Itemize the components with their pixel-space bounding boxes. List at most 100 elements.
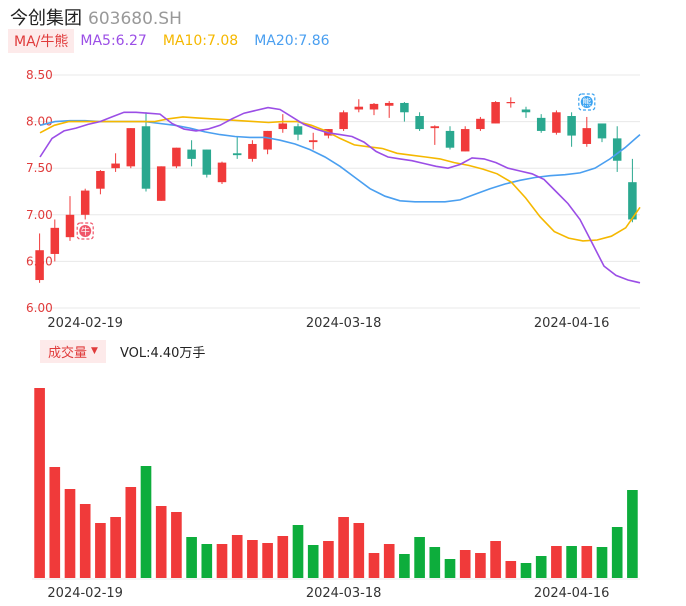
ma-indicator-tag[interactable]: MA/牛熊 <box>8 29 75 53</box>
candle-body <box>491 102 500 124</box>
volume-bar <box>64 489 76 578</box>
candle-body <box>263 130 272 150</box>
ma10-label: MA10:7.08 <box>162 33 239 49</box>
volume-bar <box>520 563 532 578</box>
x-tick-label: 2024-02-19 <box>47 316 123 331</box>
volume-legend: 成交量 ▼ VOL:4.40万手 <box>40 339 206 363</box>
volume-bar <box>49 467 61 578</box>
bear-marker-icon <box>580 96 593 108</box>
volume-bar <box>247 540 258 578</box>
candle-body <box>536 117 546 131</box>
candle-body <box>141 126 151 189</box>
volume-x-tick-label: 2024-03-18 <box>306 586 382 601</box>
candle-body <box>278 123 288 130</box>
volume-bar <box>581 546 593 578</box>
stock-name: 今创集团 <box>10 8 82 29</box>
volume-bar <box>262 543 273 578</box>
candle-body <box>430 126 440 129</box>
volume-bar <box>429 547 441 578</box>
candle-body <box>339 112 348 130</box>
volume-bar <box>323 541 334 578</box>
candle-body <box>308 140 318 143</box>
bull-marker-label: 牛 <box>81 226 90 238</box>
candle-body <box>293 126 303 135</box>
stock-header: 今创集团 603680.SH <box>10 4 182 29</box>
y-tick-label: 7.50 <box>26 161 53 175</box>
ma10-line <box>39 116 641 242</box>
volume-x-tick-label: 2024-04-16 <box>534 586 610 601</box>
volume-bar <box>459 550 471 578</box>
volume-indicator-tag[interactable]: 成交量 ▼ <box>40 339 106 363</box>
volume-bar <box>201 544 213 578</box>
candle-body <box>628 182 637 220</box>
volume-bar <box>277 536 289 578</box>
candle-body <box>354 106 364 110</box>
candle-body <box>202 149 212 175</box>
candle-body <box>156 166 166 201</box>
volume-bar <box>368 553 380 578</box>
candle-body <box>415 116 424 130</box>
candle-body <box>35 250 44 281</box>
volume-bar <box>125 487 137 578</box>
volume-bar <box>95 523 106 578</box>
candle-body <box>384 102 394 106</box>
volume-bar <box>383 544 395 578</box>
candle-body <box>111 163 120 169</box>
volume-bar <box>110 517 121 578</box>
volume-bar <box>338 517 349 578</box>
x-tick-label: 2024-04-16 <box>534 316 610 331</box>
volume-bar <box>140 466 152 578</box>
x-tick-label: 2024-03-18 <box>306 316 382 331</box>
volume-bar <box>307 545 319 578</box>
bear-marker-frame <box>578 93 596 111</box>
stock-code: 603680.SH <box>88 9 182 29</box>
volume-bar <box>171 512 182 578</box>
volume-bar <box>399 554 410 578</box>
volume-bar <box>505 561 517 578</box>
volume-bar <box>535 556 547 578</box>
volume-bar <box>627 490 638 578</box>
candle-body <box>612 138 622 161</box>
volume-x-tick-label: 2024-02-19 <box>47 586 123 601</box>
y-tick-label: 8.50 <box>26 68 53 82</box>
candle-body <box>567 116 576 136</box>
candle-body <box>369 103 379 110</box>
candle-body <box>506 102 516 104</box>
volume-bar <box>566 546 577 578</box>
y-tick-label: 8.00 <box>26 115 53 129</box>
volume-bar <box>596 547 608 578</box>
volume-indicator-label: 成交量 <box>48 345 88 361</box>
volume-bar <box>551 546 562 578</box>
volume-bar <box>292 525 304 578</box>
candle-body <box>187 149 196 159</box>
volume-bar <box>79 504 91 578</box>
y-tick-label: 7.00 <box>26 208 53 222</box>
bull-marker-frame <box>76 222 94 240</box>
bull-marker-icon <box>79 225 92 237</box>
ma20-label: MA20:7.86 <box>254 33 330 49</box>
volume-value: VOL:4.40万手 <box>119 345 206 361</box>
candle-body <box>582 128 592 144</box>
candle-body <box>232 153 242 156</box>
volume-bar <box>34 388 45 578</box>
volume-bar <box>490 541 501 578</box>
y-tick-label: 6.00 <box>26 301 53 315</box>
candle-body <box>521 109 531 113</box>
candle-body <box>476 118 485 130</box>
volume-bar <box>216 544 228 578</box>
volume-bar <box>353 523 365 578</box>
candle-body <box>552 112 561 133</box>
volume-bar <box>155 506 167 578</box>
candle-body <box>65 214 75 238</box>
volume-bar <box>611 527 623 578</box>
volume-bar <box>475 553 486 578</box>
candle-body <box>172 147 181 167</box>
candle-body <box>460 129 470 152</box>
candle-body <box>445 130 455 148</box>
bear-marker-label: 熊 <box>582 97 591 109</box>
candle-body <box>217 162 227 183</box>
candle-body <box>50 227 60 254</box>
candle-body <box>400 102 409 113</box>
ma5-label: MA5:6.27 <box>80 33 147 49</box>
volume-bar <box>414 537 425 578</box>
